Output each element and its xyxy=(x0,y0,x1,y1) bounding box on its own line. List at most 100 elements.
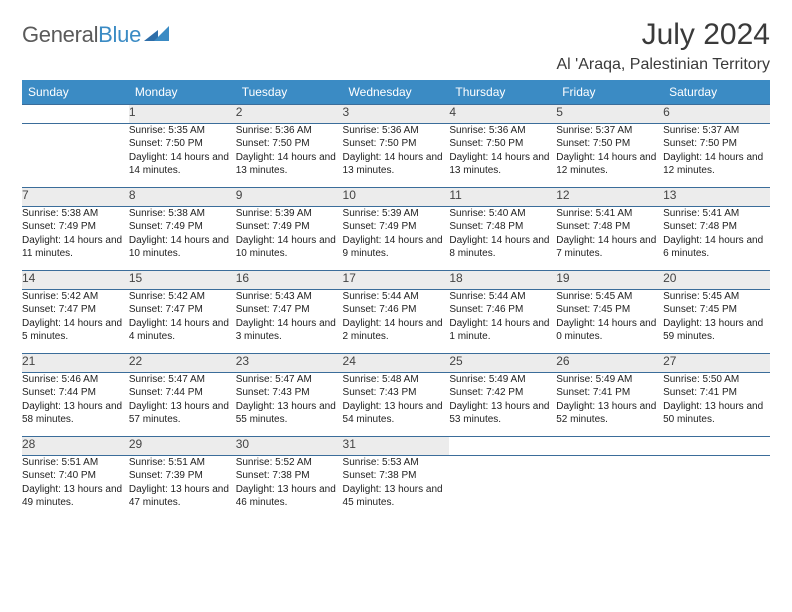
day-info-row: Sunrise: 5:51 AMSunset: 7:40 PMDaylight:… xyxy=(22,455,770,519)
sunrise-text: Sunrise: 5:49 AM xyxy=(556,373,663,387)
day-info-cell: Sunrise: 5:45 AMSunset: 7:45 PMDaylight:… xyxy=(556,289,663,353)
sunset-text: Sunset: 7:49 PM xyxy=(236,220,343,234)
sunset-text: Sunset: 7:50 PM xyxy=(343,137,450,151)
daylight-text: Daylight: 14 hours and 11 minutes. xyxy=(22,234,129,261)
day-info-cell: Sunrise: 5:35 AMSunset: 7:50 PMDaylight:… xyxy=(129,123,236,187)
sunrise-text: Sunrise: 5:48 AM xyxy=(343,373,450,387)
day-number-cell: 20 xyxy=(663,270,770,289)
day-number-cell: 26 xyxy=(556,353,663,372)
weekday-header-cell: Saturday xyxy=(663,80,770,105)
calendar-table: SundayMondayTuesdayWednesdayThursdayFrid… xyxy=(22,80,770,520)
day-number-row: 78910111213 xyxy=(22,187,770,206)
day-number-row: 14151617181920 xyxy=(22,270,770,289)
sunset-text: Sunset: 7:50 PM xyxy=(556,137,663,151)
day-number-cell: 9 xyxy=(236,187,343,206)
day-info-cell: Sunrise: 5:47 AMSunset: 7:43 PMDaylight:… xyxy=(236,372,343,436)
sunrise-text: Sunrise: 5:45 AM xyxy=(663,290,770,304)
daylight-text: Daylight: 13 hours and 58 minutes. xyxy=(22,400,129,427)
day-info-cell: Sunrise: 5:44 AMSunset: 7:46 PMDaylight:… xyxy=(343,289,450,353)
sunrise-text: Sunrise: 5:44 AM xyxy=(449,290,556,304)
day-number-cell: 24 xyxy=(343,353,450,372)
day-info-row: Sunrise: 5:38 AMSunset: 7:49 PMDaylight:… xyxy=(22,206,770,270)
day-number-cell: 11 xyxy=(449,187,556,206)
day-info-cell: Sunrise: 5:41 AMSunset: 7:48 PMDaylight:… xyxy=(663,206,770,270)
sunrise-text: Sunrise: 5:35 AM xyxy=(129,124,236,138)
daylight-text: Daylight: 14 hours and 9 minutes. xyxy=(343,234,450,261)
logo-mark-icon xyxy=(144,24,170,47)
day-number-cell: 6 xyxy=(663,104,770,123)
sunset-text: Sunset: 7:49 PM xyxy=(129,220,236,234)
empty-cell xyxy=(556,455,663,519)
day-number-cell: 10 xyxy=(343,187,450,206)
daylight-text: Daylight: 14 hours and 13 minutes. xyxy=(236,151,343,178)
sunrise-text: Sunrise: 5:39 AM xyxy=(343,207,450,221)
sunset-text: Sunset: 7:43 PM xyxy=(236,386,343,400)
day-number-cell: 2 xyxy=(236,104,343,123)
calendar-page: GeneralBlue July 2024 Al 'Araqa, Palesti… xyxy=(0,0,792,529)
daylight-text: Daylight: 14 hours and 10 minutes. xyxy=(236,234,343,261)
sunrise-text: Sunrise: 5:41 AM xyxy=(663,207,770,221)
weekday-header-cell: Friday xyxy=(556,80,663,105)
day-info-cell: Sunrise: 5:51 AMSunset: 7:39 PMDaylight:… xyxy=(129,455,236,519)
sunrise-text: Sunrise: 5:42 AM xyxy=(22,290,129,304)
daylight-text: Daylight: 14 hours and 7 minutes. xyxy=(556,234,663,261)
day-number-cell: 27 xyxy=(663,353,770,372)
sunrise-text: Sunrise: 5:37 AM xyxy=(663,124,770,138)
day-number-cell: 3 xyxy=(343,104,450,123)
sunrise-text: Sunrise: 5:42 AM xyxy=(129,290,236,304)
sunrise-text: Sunrise: 5:45 AM xyxy=(556,290,663,304)
daylight-text: Daylight: 13 hours and 55 minutes. xyxy=(236,400,343,427)
daylight-text: Daylight: 13 hours and 50 minutes. xyxy=(663,400,770,427)
daylight-text: Daylight: 13 hours and 54 minutes. xyxy=(343,400,450,427)
daylight-text: Daylight: 13 hours and 47 minutes. xyxy=(129,483,236,510)
empty-cell xyxy=(22,123,129,187)
daylight-text: Daylight: 14 hours and 12 minutes. xyxy=(663,151,770,178)
weekday-header-cell: Monday xyxy=(129,80,236,105)
sunset-text: Sunset: 7:38 PM xyxy=(343,469,450,483)
day-info-cell: Sunrise: 5:48 AMSunset: 7:43 PMDaylight:… xyxy=(343,372,450,436)
sunrise-text: Sunrise: 5:39 AM xyxy=(236,207,343,221)
daylight-text: Daylight: 13 hours and 46 minutes. xyxy=(236,483,343,510)
day-info-cell: Sunrise: 5:49 AMSunset: 7:42 PMDaylight:… xyxy=(449,372,556,436)
sunset-text: Sunset: 7:40 PM xyxy=(22,469,129,483)
sunrise-text: Sunrise: 5:44 AM xyxy=(343,290,450,304)
day-info-cell: Sunrise: 5:50 AMSunset: 7:41 PMDaylight:… xyxy=(663,372,770,436)
day-info-cell: Sunrise: 5:45 AMSunset: 7:45 PMDaylight:… xyxy=(663,289,770,353)
day-info-cell: Sunrise: 5:37 AMSunset: 7:50 PMDaylight:… xyxy=(663,123,770,187)
daylight-text: Daylight: 14 hours and 13 minutes. xyxy=(449,151,556,178)
sunrise-text: Sunrise: 5:47 AM xyxy=(129,373,236,387)
day-info-row: Sunrise: 5:42 AMSunset: 7:47 PMDaylight:… xyxy=(22,289,770,353)
daylight-text: Daylight: 14 hours and 10 minutes. xyxy=(129,234,236,261)
sunset-text: Sunset: 7:41 PM xyxy=(663,386,770,400)
month-title: July 2024 xyxy=(556,18,770,53)
day-info-row: Sunrise: 5:46 AMSunset: 7:44 PMDaylight:… xyxy=(22,372,770,436)
day-info-cell: Sunrise: 5:53 AMSunset: 7:38 PMDaylight:… xyxy=(343,455,450,519)
sunset-text: Sunset: 7:39 PM xyxy=(129,469,236,483)
day-number-cell: 16 xyxy=(236,270,343,289)
day-info-cell: Sunrise: 5:42 AMSunset: 7:47 PMDaylight:… xyxy=(22,289,129,353)
sunset-text: Sunset: 7:50 PM xyxy=(129,137,236,151)
daylight-text: Daylight: 14 hours and 4 minutes. xyxy=(129,317,236,344)
sunset-text: Sunset: 7:38 PM xyxy=(236,469,343,483)
daylight-text: Daylight: 14 hours and 0 minutes. xyxy=(556,317,663,344)
logo: GeneralBlue xyxy=(22,18,170,48)
day-number-cell: 5 xyxy=(556,104,663,123)
weekday-header-cell: Sunday xyxy=(22,80,129,105)
calendar-weekday-header: SundayMondayTuesdayWednesdayThursdayFrid… xyxy=(22,80,770,105)
sunrise-text: Sunrise: 5:46 AM xyxy=(22,373,129,387)
sunset-text: Sunset: 7:41 PM xyxy=(556,386,663,400)
sunrise-text: Sunrise: 5:36 AM xyxy=(343,124,450,138)
daylight-text: Daylight: 13 hours and 52 minutes. xyxy=(556,400,663,427)
sunset-text: Sunset: 7:50 PM xyxy=(236,137,343,151)
day-info-cell: Sunrise: 5:38 AMSunset: 7:49 PMDaylight:… xyxy=(22,206,129,270)
sunset-text: Sunset: 7:49 PM xyxy=(343,220,450,234)
sunrise-text: Sunrise: 5:47 AM xyxy=(236,373,343,387)
day-info-cell: Sunrise: 5:37 AMSunset: 7:50 PMDaylight:… xyxy=(556,123,663,187)
day-number-cell: 14 xyxy=(22,270,129,289)
day-number-row: 123456 xyxy=(22,104,770,123)
sunset-text: Sunset: 7:47 PM xyxy=(22,303,129,317)
day-info-cell: Sunrise: 5:39 AMSunset: 7:49 PMDaylight:… xyxy=(343,206,450,270)
sunrise-text: Sunrise: 5:49 AM xyxy=(449,373,556,387)
sunrise-text: Sunrise: 5:36 AM xyxy=(236,124,343,138)
empty-cell xyxy=(22,104,129,123)
